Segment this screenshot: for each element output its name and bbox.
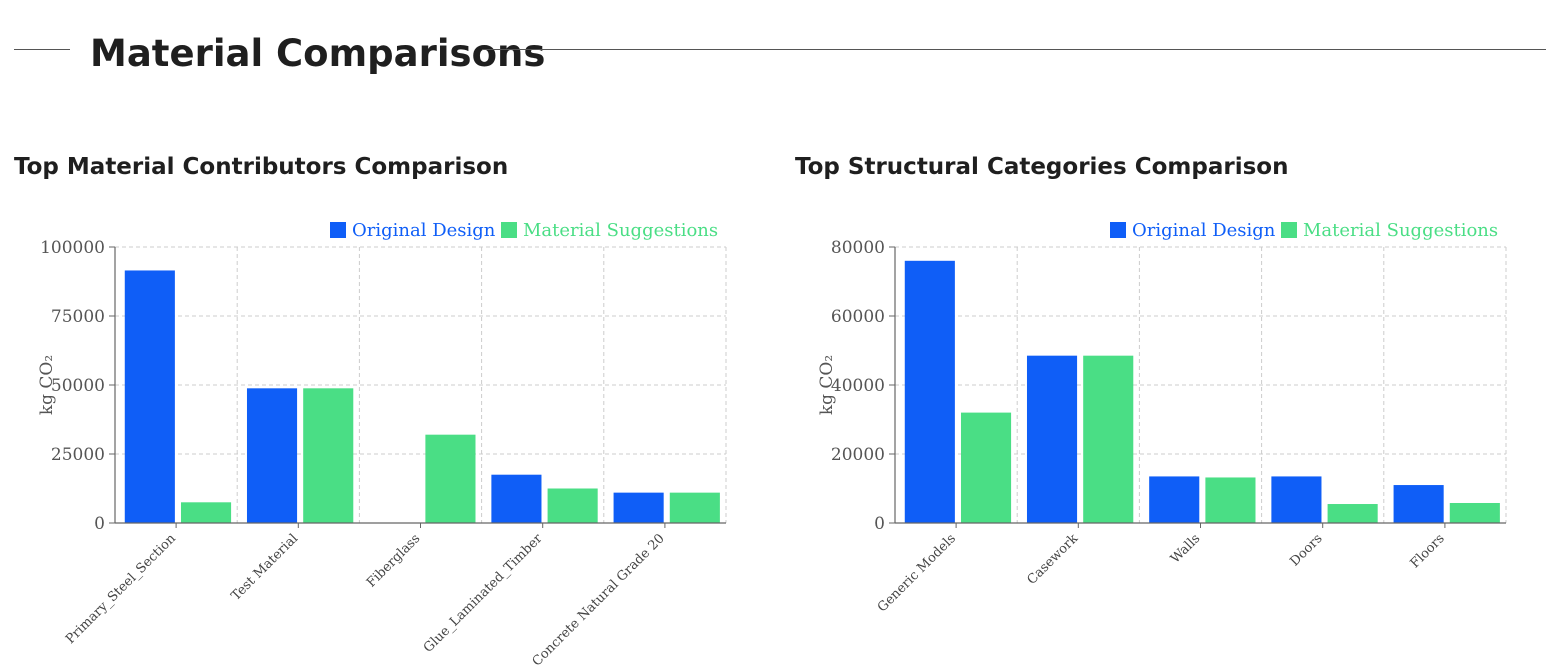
section-title: Material Comparisons [90, 32, 546, 75]
bar-suggestion-4 [1449, 502, 1500, 523]
bar-original-1 [246, 388, 298, 523]
bar-original-0 [904, 260, 955, 523]
bar-original-4 [1393, 485, 1444, 523]
bar-original-3 [1271, 476, 1322, 523]
bar-original-3 [491, 474, 542, 523]
y-tick-label: 100000 [40, 238, 105, 258]
y-axis-label: kg CO₂ [817, 355, 837, 415]
y-tick-label: 20000 [831, 445, 885, 465]
bar-original-4 [613, 492, 664, 523]
bar-suggestion-3 [547, 488, 598, 523]
y-tick-label: 75000 [51, 307, 105, 327]
bar-suggestion-4 [669, 492, 720, 523]
y-tick-label: 0 [874, 514, 885, 534]
structural-categories-chart: 0 20000 40000 60000 80000 Generic Models Casew… [817, 220, 1507, 615]
legend-swatch-original [1110, 222, 1126, 238]
y-tick-label: 60000 [831, 307, 885, 327]
bar-original-1 [1026, 355, 1078, 523]
x-tick-label: Generic Models [875, 531, 959, 615]
bar-suggestion-0 [960, 412, 1012, 523]
legend-label-suggestions: Material Suggestions [523, 220, 718, 241]
y-tick-label: 40000 [831, 376, 885, 396]
bar-original-2 [1149, 476, 1200, 523]
legend-swatch-original [330, 222, 346, 238]
bar-suggestion-3 [1327, 504, 1378, 523]
legend-label-original: Original Design [352, 220, 496, 241]
bar-suggestion-1 [1083, 355, 1134, 523]
y-axis-label: kg CO₂ [37, 355, 57, 415]
section-header: Material Comparisons [0, 0, 1564, 110]
y-tick-label: 0 [94, 514, 105, 534]
header-divider-right [482, 49, 1546, 50]
legend-label-suggestions: Material Suggestions [1303, 220, 1498, 241]
x-tick-label: Glue_Laminated_Timber [421, 531, 546, 656]
legend-swatch-suggestions [1281, 222, 1297, 238]
chart-title-material-contributors: Top Material Contributors Comparison [14, 154, 509, 180]
bar-suggestion-2 [1205, 477, 1256, 523]
y-tick-label: 50000 [51, 376, 105, 396]
x-tick-label: Doors [1287, 531, 1325, 569]
bar-suggestion-0 [180, 502, 232, 523]
x-tick-label: Test Material [229, 531, 302, 604]
bar-suggestion-1 [303, 388, 354, 523]
x-tick-label: Primary_Steel_Section [63, 531, 179, 647]
legend-swatch-suggestions [501, 222, 517, 238]
x-tick-label: Concrete Natural Grade 20 [530, 531, 668, 669]
material-contributors-chart: 0 25000 50000 75000 100000 Primary_Steel_Sect… [37, 220, 727, 669]
legend-label-original: Original Design [1132, 220, 1276, 241]
bar-original-0 [124, 270, 175, 523]
bar-suggestion-2 [425, 434, 476, 523]
header-divider-left [14, 49, 70, 50]
y-tick-label: 25000 [51, 445, 105, 465]
chart-title-structural-categories: Top Structural Categories Comparison [795, 154, 1289, 180]
x-tick-label: Floors [1408, 531, 1448, 571]
x-tick-label: Walls [1168, 531, 1203, 566]
x-tick-label: Fiberglass [364, 531, 423, 590]
y-tick-label: 80000 [831, 238, 885, 258]
x-tick-label: Casework [1024, 531, 1081, 588]
